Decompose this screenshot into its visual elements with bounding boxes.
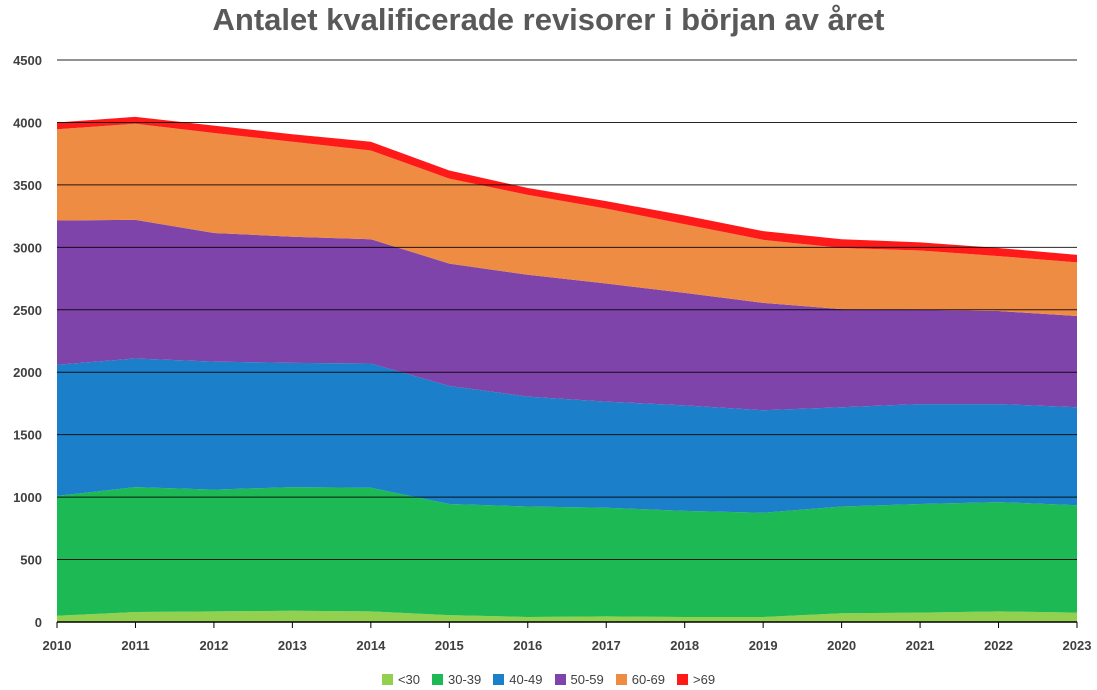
y-tick-label: 1500 [13, 428, 42, 443]
legend-label: <30 [397, 672, 420, 687]
legend-label: 60-69 [631, 672, 665, 687]
legend-item-1: 30-39 [432, 672, 481, 687]
legend-label: 40-49 [509, 672, 543, 687]
x-tick-label: 2012 [199, 638, 228, 653]
x-tick-label: 2019 [749, 638, 778, 653]
legend-label: 50-59 [570, 672, 604, 687]
x-axis-ticks: 2010 2011 2012 2013 2014 2015 2016 2017 2018 2019… [43, 622, 1092, 653]
x-tick-label: 2011 [121, 638, 149, 653]
chart-title: Antalet kvalificerade revisorer i början… [212, 2, 885, 37]
legend-label: >69 [693, 672, 716, 687]
x-tick-label: 2010 [43, 638, 72, 653]
areas-layer [57, 116, 1077, 622]
y-tick-label: 2000 [13, 365, 42, 380]
x-tick-label: 2020 [827, 638, 856, 653]
x-tick-label: 2023 [1063, 638, 1092, 653]
area-series-1 [57, 487, 1077, 617]
legend-label: 30-39 [448, 672, 482, 687]
legend-item-0: <30 [381, 672, 420, 687]
legend-item-3: 50-59 [554, 672, 604, 687]
y-tick-label: 4500 [13, 53, 42, 68]
x-tick-label: 2017 [592, 638, 621, 653]
legend-swatch [677, 674, 688, 685]
area-series-3 [57, 219, 1077, 411]
area-series-4 [57, 123, 1077, 317]
legend-item-5: >69 [677, 672, 715, 687]
y-axis-ticks: 0 500 1000 1500 2000 2500 3000 3500 4000 4500 [13, 53, 42, 630]
x-tick-label: 2016 [513, 638, 542, 653]
legend-swatch [432, 674, 443, 685]
x-tick-label: 2021 [906, 638, 935, 653]
y-tick-label: 1000 [13, 490, 42, 505]
area-series-2 [57, 358, 1077, 513]
legend-item-4: 60-69 [615, 672, 665, 687]
legend-swatch [554, 674, 566, 685]
y-tick-label: 4000 [13, 115, 42, 130]
legend-swatch [493, 674, 505, 685]
legend-swatch [381, 674, 393, 685]
y-tick-label: 3500 [13, 178, 42, 193]
x-tick-label: 2018 [670, 638, 699, 653]
x-tick-label: 2022 [984, 638, 1013, 653]
area-series-0 [57, 610, 1077, 622]
x-tick-label: 2013 [278, 638, 307, 653]
y-tick-label: 3000 [13, 240, 42, 255]
x-tick-label: 2014 [356, 638, 386, 653]
y-tick-label: 500 [20, 553, 42, 568]
legend: <30 30-39 40-49 50-59 60-69 >69 [0, 672, 1097, 688]
legend-swatch [615, 674, 627, 685]
y-tick-label: 0 [35, 615, 42, 630]
x-tick-label: 2015 [435, 638, 464, 653]
legend-item-2: 40-49 [493, 672, 543, 687]
y-tick-label: 2500 [13, 303, 42, 318]
gridlines-layer [57, 59, 1077, 623]
